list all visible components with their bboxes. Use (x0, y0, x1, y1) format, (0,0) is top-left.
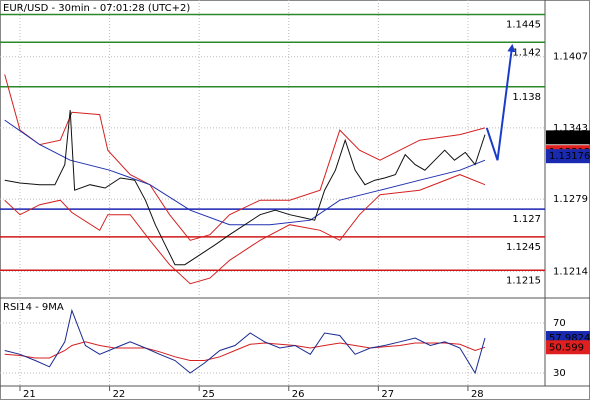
chart-title: RSI14 - 9MA (3, 302, 64, 313)
price-tag-label: 57.9824 (549, 333, 590, 344)
price-tag-label: 1.13345 (549, 132, 590, 143)
price-tag-label: 1.13176 (549, 151, 590, 162)
price-tag-label: 50.599 (549, 342, 584, 353)
x-tick-label: 26 (292, 389, 305, 400)
level-label: 1.142 (512, 47, 541, 58)
y-tick-label: 1.1407 (553, 52, 588, 63)
x-tick-label: 21 (23, 389, 36, 400)
series-line (4, 174, 486, 285)
level-label: 1.1215 (506, 275, 541, 286)
x-tick-label: 27 (381, 389, 394, 400)
x-tick-label: 28 (471, 389, 484, 400)
level-label: 1.1245 (506, 242, 541, 253)
y-tick-label: 1.1279 (553, 194, 588, 205)
level-label: 1.127 (512, 214, 541, 225)
series-line (4, 119, 486, 226)
series-line (4, 74, 486, 241)
price-tag (546, 130, 590, 145)
x-tick-label: 25 (202, 389, 215, 400)
chart-title: EUR/USD - 30min - 07:01:28 (UTC+2) (3, 3, 190, 14)
price-tag (546, 149, 590, 164)
level-label: 1.138 (512, 92, 541, 103)
y-tick-label: 70 (553, 318, 566, 329)
series-line (4, 110, 486, 266)
forecast-arrow (485, 43, 516, 161)
price-panel: 1.1407 1.1343 1.1279 1.1214 1.1445 1.142 1.138… (0, 0, 590, 297)
series-line (4, 341, 486, 361)
y-tick-label: 30 (553, 368, 566, 379)
y-tick-label: 1.1343 (553, 123, 588, 134)
level-label: 1.1445 (506, 19, 541, 30)
series-line (4, 308, 486, 375)
x-tick-label: 22 (113, 389, 126, 400)
price-tag (546, 340, 590, 355)
y-tick-label: 1.1214 (553, 266, 588, 277)
